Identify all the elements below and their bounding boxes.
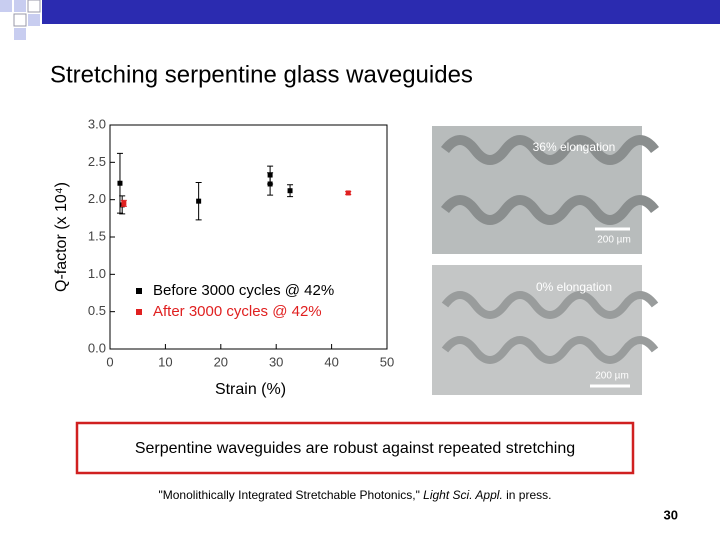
y-tick-label: 1.5 bbox=[88, 228, 106, 243]
x-tick-label: 40 bbox=[324, 354, 338, 369]
legend-label: Before 3000 cycles @ 42% bbox=[153, 282, 334, 299]
slide-title: Stretching serpentine glass waveguides bbox=[50, 61, 473, 88]
image-caption: 36% elongation bbox=[533, 140, 616, 154]
citation-quote: "Monolithically Integrated Stretchable P… bbox=[159, 488, 420, 502]
image-stretched: 36% elongation 200 µm bbox=[432, 126, 659, 254]
legend-label: After 3000 cycles @ 42% bbox=[153, 303, 322, 320]
y-tick-label: 2.0 bbox=[88, 191, 106, 206]
x-tick-label: 50 bbox=[380, 354, 394, 369]
citation-journal: Light Sci. Appl. bbox=[423, 488, 503, 502]
y-tick-label: 1.0 bbox=[88, 266, 106, 281]
x-tick-label: 0 bbox=[106, 354, 113, 369]
citation: "Monolithically Integrated Stretchable P… bbox=[159, 488, 552, 502]
point bbox=[287, 188, 293, 194]
point bbox=[196, 198, 202, 204]
image-relaxed: 0% elongation 200 µm bbox=[432, 265, 659, 395]
y-tick-label: 0.5 bbox=[88, 303, 106, 318]
legend-bullet bbox=[136, 288, 142, 294]
y-axis-label: Q-factor (x 10⁴) bbox=[53, 182, 70, 292]
point bbox=[121, 200, 127, 206]
point bbox=[117, 180, 123, 186]
x-tick-label: 30 bbox=[269, 354, 283, 369]
point bbox=[345, 190, 351, 196]
page-number: 30 bbox=[664, 507, 678, 522]
x-axis-label: Strain (%) bbox=[215, 381, 286, 398]
x-tick-label: 10 bbox=[158, 354, 172, 369]
callout: Serpentine waveguides are robust against… bbox=[135, 440, 575, 457]
image-caption: 0% elongation bbox=[536, 280, 612, 294]
scale-bar-label: 200 µm bbox=[595, 371, 629, 382]
decoration bbox=[0, 0, 720, 40]
x-tick-label: 20 bbox=[214, 354, 228, 369]
callout-box bbox=[75, 421, 635, 475]
y-tick-label: 2.5 bbox=[88, 154, 106, 169]
citation-rest: in press. bbox=[506, 488, 551, 502]
y-tick-label: 0.0 bbox=[88, 340, 106, 355]
chart: 0.0 0.5 1.0 1.5 2.0 2.5 3.0 0 10 20 30 40 50 Strain (… bbox=[53, 116, 394, 398]
y-tick-label: 3.0 bbox=[88, 116, 106, 131]
point bbox=[267, 181, 273, 187]
legend-bullet bbox=[136, 309, 142, 315]
scale-bar-label: 200 µm bbox=[597, 235, 631, 246]
